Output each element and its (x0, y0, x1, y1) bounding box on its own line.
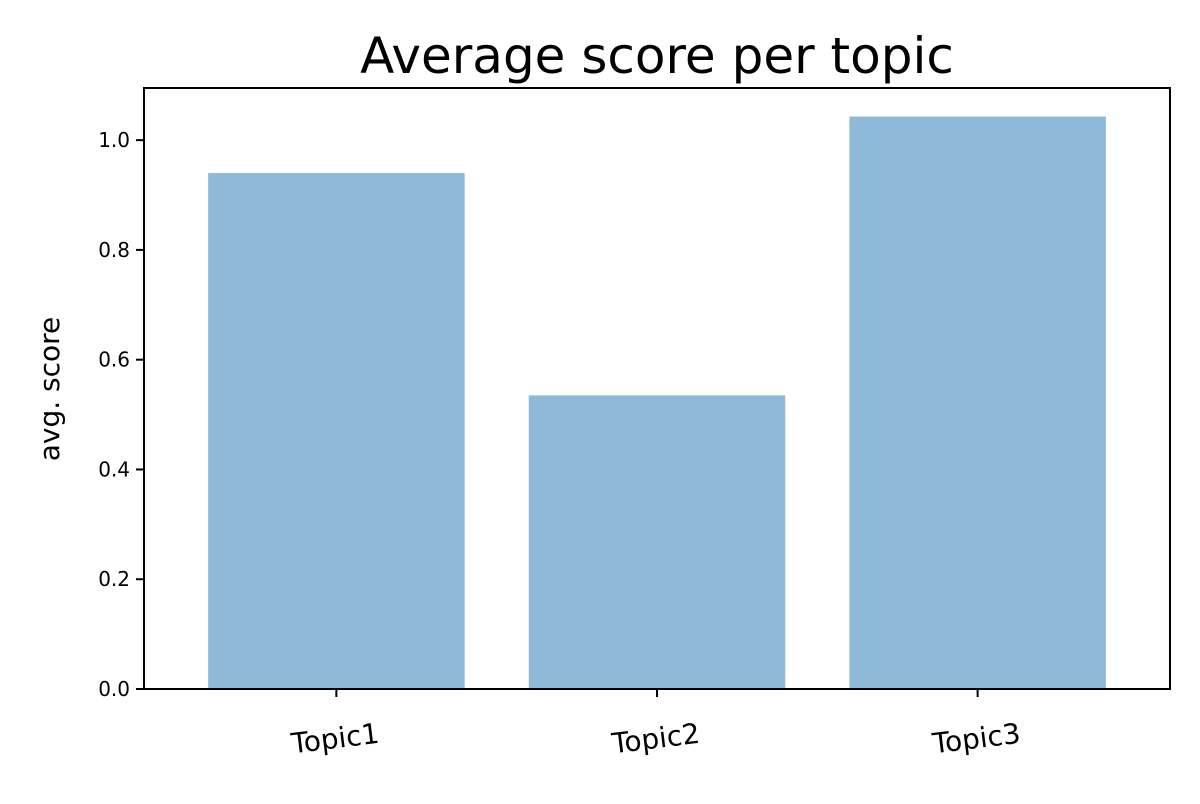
y-tick-label: 1.0 (98, 128, 130, 152)
bar-topic2 (528, 395, 786, 689)
y-tick-label: 0.4 (98, 457, 130, 481)
y-tick-label: 0.0 (98, 677, 130, 701)
bar-topic1 (208, 173, 465, 689)
plot-frame (143, 87, 1171, 690)
y-tick-label: 0.8 (98, 238, 130, 262)
y-tick-label: 0.6 (98, 348, 130, 372)
chart-title: Average score per topic (360, 27, 954, 85)
y-axis-label: avg. score (33, 317, 66, 462)
bar-topic3 (849, 116, 1106, 690)
bars-group (208, 116, 1106, 690)
y-tick-label: 0.2 (98, 567, 130, 591)
y-axis-ticks: 0.0 0.2 0.4 0.6 0.8 1.0 (98, 128, 144, 701)
